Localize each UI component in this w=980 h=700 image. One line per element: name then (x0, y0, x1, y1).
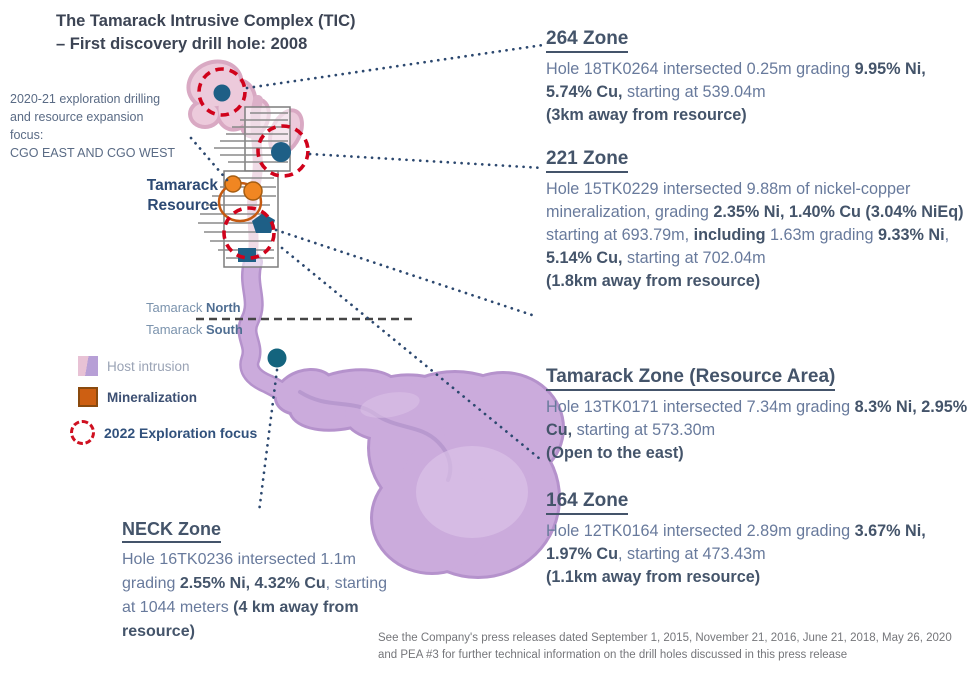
zone-block-164: 164 Zone Hole 12TK0164 intersected 2.89m… (546, 490, 970, 589)
connector-264 (245, 43, 545, 90)
exploration-note-line3: focus: (10, 128, 44, 142)
zone-block-tamarack: Tamarack Zone (Resource Area) Hole 13TK0… (546, 366, 970, 465)
tamarack-resource-label: Tamarack Resource (120, 176, 218, 216)
tamarack-south-label: Tamarack South (146, 322, 243, 337)
legend-label: Mineralization (107, 389, 198, 405)
legend-item-mineralization: Mineralization (78, 387, 197, 407)
zone-block-neck: NECK Zone Hole 16TK0236 intersected 1.1m… (122, 518, 400, 644)
zone-neck-body: Hole 16TK0236 intersected 1.1m grading 2… (122, 551, 388, 640)
drill-hole-dot-221 (271, 142, 291, 162)
tamarack-resource-label-line1: Tamarack (146, 177, 218, 194)
slide-title: The Tamarack Intrusive Complex (TIC) – F… (56, 10, 356, 56)
connector-tamarack-zone (280, 246, 542, 461)
connector-221 (308, 152, 545, 170)
zone-tamarack-body: Hole 13TK0171 intersected 7.34m grading … (546, 398, 968, 462)
legend-item-exploration-focus: 2022 Exploration focus (70, 420, 257, 445)
drill-hole-marker-cgo-east (252, 213, 275, 233)
connector-cgo-note (189, 136, 229, 182)
zone-221-title: 221 Zone (546, 148, 629, 173)
zone-neck-title: NECK Zone (122, 518, 221, 543)
drill-hole-dot-264 (213, 84, 231, 102)
tamarack-resource-label-line2: Resource (147, 197, 218, 214)
exploration-note-line1: 2020-21 exploration drilling (10, 92, 161, 106)
tamarack-north-label: Tamarack North (146, 300, 241, 315)
focus-circle-221 (256, 124, 310, 178)
exploration-note: 2020-21 exploration drilling and resourc… (10, 90, 175, 162)
exploration-focus-circles (197, 67, 310, 260)
exploration-note-line4: CGO EAST AND CGO WEST (10, 146, 176, 160)
focus-circle-264 (197, 67, 247, 117)
focus-circle-cgo (222, 206, 276, 260)
host-intrusion-swatch (78, 356, 98, 376)
drill-hole-dot-neck (267, 348, 287, 368)
zone-221-body: Hole 15TK0229 intersected 9.88m of nicke… (546, 180, 964, 290)
zone-block-221: 221 Zone Hole 15TK0229 intersected 9.88m… (546, 148, 970, 293)
zone-164-title: 164 Zone (546, 490, 629, 515)
slide-title-line1: The Tamarack Intrusive Complex (TIC) (56, 12, 356, 30)
slide-title-line2: – First discovery drill hole: 2008 (56, 35, 308, 53)
exploration-focus-swatch (70, 420, 95, 445)
legend-item-host-intrusion: Host intrusion (78, 356, 190, 376)
mineralization-markers (217, 175, 263, 223)
zone-tamarack-title: Tamarack Zone (Resource Area) (546, 366, 836, 391)
connector-1-8km (274, 228, 537, 318)
host-intrusion-main-shape (237, 252, 565, 579)
zone-264-title: 264 Zone (546, 28, 629, 53)
legend-label: Host intrusion (107, 358, 190, 374)
zone-block-264: 264 Zone Hole 18TK0264 intersected 0.25m… (546, 28, 970, 127)
press-release-footnote: See the Company's press releases dated S… (378, 632, 952, 661)
exploration-note-line2: and resource expansion (10, 110, 144, 124)
mineralization-swatch (78, 387, 98, 407)
legend-label: 2022 Exploration focus (104, 424, 258, 441)
connector-lines (189, 43, 545, 514)
zone-264-body: Hole 18TK0264 intersected 0.25m grading … (546, 60, 926, 124)
zone-164-body: Hole 12TK0164 intersected 2.89m grading … (546, 522, 926, 586)
